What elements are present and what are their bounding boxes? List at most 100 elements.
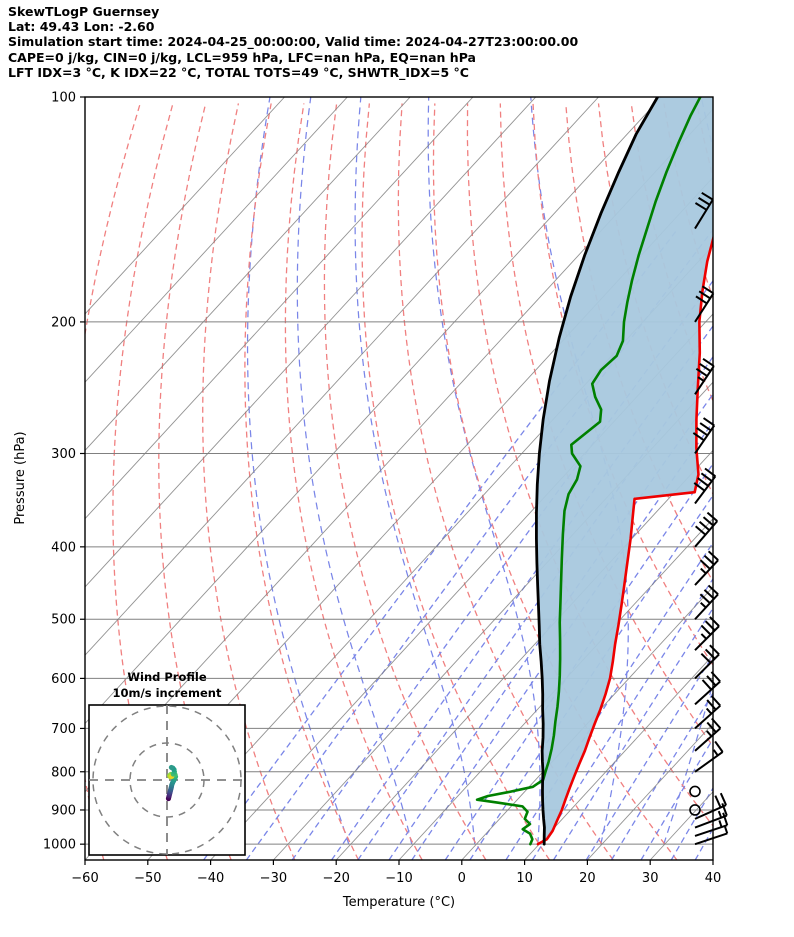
header-indices-cape: CAPE=0 j/kg, CIN=0 j/kg, LCL=959 hPa, LF… [8,49,476,65]
profile-temperature [536,234,713,846]
barb-full-flag [706,675,717,687]
isotherm [85,97,537,588]
wind-barb [694,812,729,837]
barb-full-flag [692,432,705,442]
barb-full-flag [706,699,717,711]
x-tick-label: 30 [642,871,659,886]
dry-adiabat [729,103,794,860]
wind-barb [694,644,720,680]
dry-adiabat [323,103,487,860]
moist-adiabat [354,97,476,845]
isotherm [398,518,713,860]
figure-header: SkewTLogP Guernsey Lat: 49.43 Lon: -2.60… [8,4,578,80]
isotherm [85,97,662,725]
barb-full-flag [694,202,708,211]
isotherm [587,722,713,860]
barb-full-flag [699,559,711,570]
x-tick-label: −30 [260,871,287,886]
barb-full-flag [695,367,708,377]
barb-full-flag [700,624,712,636]
x-tick-label: −40 [197,871,224,886]
barb-full-flag [709,644,720,656]
barb-half-flag [717,810,723,819]
barb-half-flag [700,602,707,609]
wind-barb [689,804,701,816]
moist-layer-shading [536,97,713,845]
barb-full-flag [702,516,714,527]
sounding-profiles [475,97,713,846]
barb-shaft [694,424,716,455]
dry-adiabat [284,103,423,860]
dry-adiabat [202,103,296,860]
barb-half-flag [718,820,723,828]
moist-layer-shading-area [536,97,713,845]
y-tick-label: 1000 [43,838,76,853]
dry-adiabat [244,103,360,860]
dry-adiabat [762,103,794,860]
barb-shaft [694,680,721,706]
isotherm [712,859,713,860]
dry-adiabat [361,103,551,860]
isotherm [776,97,794,860]
y-tick-label: 600 [51,672,76,687]
calm-wind-circle [689,804,701,816]
x-tick-label: 40 [705,871,722,886]
inset-title-line1: Wind Profile [127,670,207,684]
wind-barb [694,826,729,846]
isotherm [147,244,713,860]
barb-half-flag [700,567,707,575]
y-tick-label: 100 [51,91,76,106]
dry-adiabat [499,103,713,748]
barb-full-flag [698,520,711,531]
moist-adiabat [296,97,413,845]
barb-shaft [694,832,728,846]
wind-barb [694,740,724,773]
barb-shaft [694,751,724,773]
barb-half-flag [724,826,729,834]
calm-wind-circle [689,785,701,798]
x-tick-label: −10 [385,871,412,886]
x-tick-label: 20 [579,871,596,886]
barb-full-flag [719,792,727,806]
barb-full-flag [699,362,712,372]
barb-full-flag [693,482,706,492]
x-axis-title: Temperature (°C) [342,895,455,910]
isotherm [85,97,285,315]
x-tick-label: 0 [458,871,466,886]
header-times: Simulation start time: 2024-04-25_00:00:… [8,34,579,50]
isotherm [85,97,411,452]
y-tick-label: 800 [51,765,76,780]
barb-full-flag [722,812,729,826]
wind-barb [694,357,715,395]
barb-half-flag [706,730,713,737]
y-axis-ticks: 100 200 300 400 500 600 700 800 900 1000 [43,91,85,853]
wind-barb [694,191,714,230]
y-tick-label: 200 [51,315,76,330]
barb-full-flag [699,422,712,432]
x-tick-label: −60 [71,871,98,886]
isotherm [85,97,474,520]
barb-full-flag [709,616,720,627]
wind-barb [692,417,716,455]
y-axis-title: Pressure (hPa) [13,431,28,524]
header-title: SkewTLogP Guernsey [8,4,160,19]
isotherm [524,654,713,860]
barb-full-flag [694,525,707,536]
barb-full-flag [701,679,713,691]
header-location: Lat: 49.43 Lon: -2.60 [8,19,155,35]
header-indices-lift: LFT IDX=3 °C, K IDX=22 °C, TOTAL TOTS=49… [8,64,469,80]
barb-full-flag [706,721,717,733]
profile-dewpoint [475,97,702,846]
y-tick-label: 300 [51,447,76,462]
wind-barb [694,285,715,323]
isotherm [85,97,348,383]
hodograph-point [168,764,175,771]
barb-full-flag [701,285,714,295]
wind-barb [689,785,701,798]
inset-title-line2: 10m/s increment [113,686,222,700]
barb-full-flag [702,357,715,367]
barb-half-flag [697,376,705,382]
x-axis-ticks: −60 −50 −40 −30 −20 −10 0 10 20 30 40 [71,860,721,886]
barb-full-flag [698,197,711,206]
